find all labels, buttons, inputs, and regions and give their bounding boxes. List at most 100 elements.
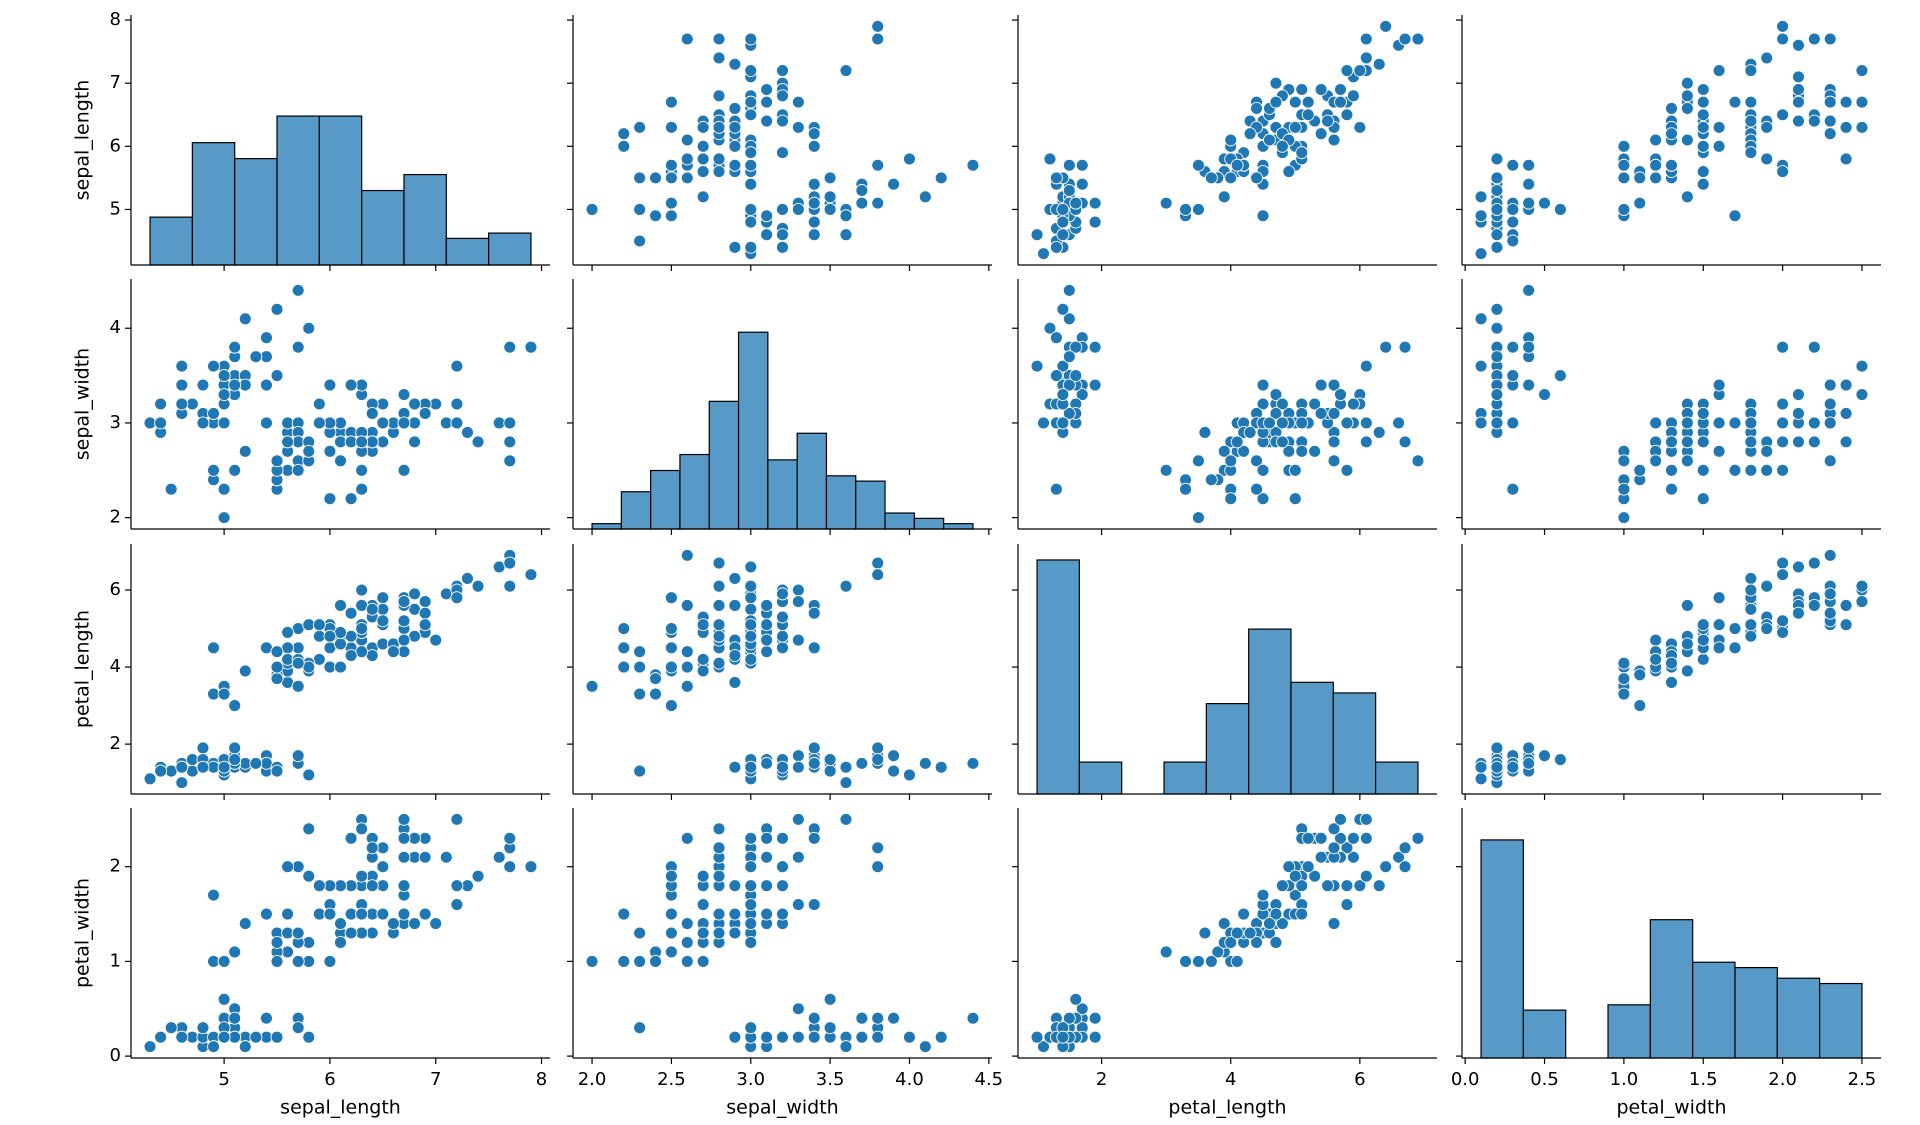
scatter-point	[664, 120, 678, 134]
scatter-point	[1696, 633, 1710, 647]
scatter-point	[1680, 190, 1694, 204]
scatter-point	[744, 917, 758, 930]
scatter-point	[1490, 350, 1504, 364]
scatter-point	[1062, 312, 1076, 326]
scatter-point	[871, 32, 885, 46]
scatter-point	[302, 321, 316, 335]
scatter-point	[281, 435, 295, 449]
scatter-point	[1649, 133, 1663, 147]
scatter-point	[1075, 177, 1089, 191]
scatter-point	[418, 618, 432, 632]
scatter-point	[1359, 831, 1373, 845]
scatter-point	[450, 879, 464, 893]
scatter-point	[791, 1030, 805, 1044]
scatter-point	[1696, 83, 1710, 96]
histogram-bar	[1163, 761, 1207, 795]
scatter-point	[1275, 139, 1289, 153]
y-tick-label: 5	[110, 198, 121, 219]
scatter-point	[1224, 454, 1238, 468]
scatter-point	[696, 165, 710, 179]
scatter-point	[712, 656, 726, 670]
scatter-point	[386, 917, 400, 930]
scatter-point	[871, 556, 885, 570]
scatter-point	[1744, 629, 1758, 643]
scatter-point	[680, 152, 694, 166]
scatter-point	[1295, 83, 1309, 96]
scatter-point	[1314, 407, 1328, 420]
scatter-point	[355, 583, 369, 597]
scatter-point	[664, 95, 678, 109]
scatter-point	[471, 869, 485, 883]
scatter-point	[1776, 614, 1790, 628]
scatter-point	[1411, 831, 1425, 845]
scatter-point	[744, 64, 758, 78]
scatter-point	[1191, 202, 1205, 216]
scatter-point	[143, 772, 157, 786]
scatter-point	[259, 416, 273, 430]
scatter-point	[1712, 64, 1726, 78]
scatter-point	[503, 579, 517, 593]
x-axis-title: petal_width	[1617, 1097, 1727, 1119]
scatter-point	[1334, 83, 1347, 96]
scatter-point	[1295, 146, 1309, 160]
scatter-point	[776, 587, 789, 601]
scatter-point	[1538, 388, 1551, 401]
scatter-point	[712, 32, 726, 46]
scatter-point	[728, 926, 742, 940]
scatter-point	[291, 954, 305, 968]
histogram-bar	[884, 512, 915, 530]
scatter-point	[696, 652, 710, 666]
panel	[1012, 15, 1437, 271]
scatter-point	[1792, 606, 1805, 620]
scatter-point	[1807, 556, 1821, 570]
scatter-point	[1649, 171, 1663, 185]
scatter-point	[1088, 378, 1102, 392]
scatter-point	[1744, 64, 1758, 78]
scatter-point	[1327, 822, 1341, 836]
scatter-point	[1056, 202, 1070, 216]
scatter-point	[397, 388, 411, 401]
scatter-point	[1224, 492, 1238, 506]
scatter-point	[418, 407, 432, 420]
scatter-point	[355, 463, 369, 477]
scatter-point	[1855, 595, 1869, 609]
scatter-point	[1855, 64, 1869, 78]
scatter-point	[1760, 51, 1774, 65]
scatter-point	[903, 1030, 916, 1044]
scatter-point	[1823, 114, 1837, 128]
x-tick-label: 2.5	[1848, 1069, 1877, 1090]
scatter-point	[154, 764, 168, 778]
scatter-point	[1314, 850, 1328, 864]
histogram-bar	[1248, 628, 1292, 795]
scatter-point	[1506, 340, 1520, 354]
scatter-point	[1256, 492, 1270, 506]
scatter-point	[1728, 416, 1742, 430]
histogram-bar	[488, 232, 532, 266]
scatter-point	[1056, 302, 1070, 316]
scatter-point	[1506, 202, 1520, 216]
scatter-point	[1617, 202, 1631, 216]
scatter-point	[1069, 369, 1083, 383]
scatter-point	[1760, 463, 1774, 477]
scatter-point	[1353, 64, 1367, 78]
scatter-point	[760, 907, 774, 921]
scatter-point	[429, 917, 443, 930]
scatter-point	[1633, 463, 1647, 477]
scatter-point	[323, 492, 337, 506]
y-tick-label: 2	[110, 733, 121, 754]
scatter-point	[1490, 388, 1504, 401]
histogram-bar	[403, 173, 447, 266]
scatter-point	[1680, 637, 1694, 651]
histogram-bar	[1734, 966, 1778, 1059]
scatter-point	[1649, 652, 1663, 666]
scatter-point	[1056, 228, 1070, 242]
scatter-point	[418, 850, 432, 864]
scatter-point	[1217, 917, 1231, 930]
scatter-point	[791, 749, 805, 763]
scatter-point	[1760, 622, 1774, 636]
scatter-point	[1823, 416, 1837, 430]
scatter-point	[744, 95, 758, 109]
scatter-point	[728, 907, 742, 921]
scatter-point	[1744, 146, 1758, 160]
scatter-point	[1807, 114, 1821, 128]
